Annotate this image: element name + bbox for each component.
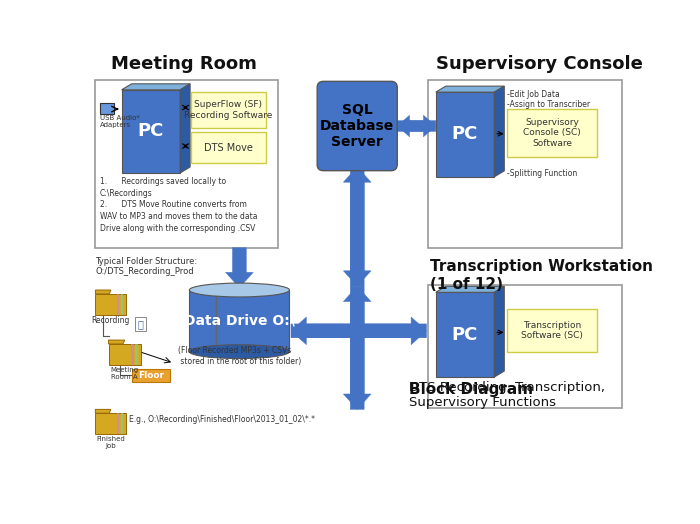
Text: Floor: Floor — [138, 371, 164, 380]
Text: USB Audio*
Adapters: USB Audio* Adapters — [100, 115, 140, 128]
Polygon shape — [122, 84, 190, 90]
Polygon shape — [135, 344, 138, 366]
Text: 1.      Recordings saved locally to
C:\Recordings
2.      DTS Move Routine conve: 1. Recordings saved locally to C:\Record… — [100, 177, 258, 233]
Ellipse shape — [189, 345, 290, 358]
Text: Meeting
Room A: Meeting Room A — [111, 367, 139, 380]
Text: Data Drive O:\: Data Drive O:\ — [184, 314, 295, 328]
Polygon shape — [344, 167, 371, 286]
Polygon shape — [95, 294, 126, 315]
Text: Recording: Recording — [92, 316, 130, 325]
FancyBboxPatch shape — [191, 92, 265, 127]
Polygon shape — [494, 86, 504, 177]
Text: SQL
Database
Server: SQL Database Server — [320, 103, 394, 149]
Polygon shape — [435, 286, 504, 292]
Polygon shape — [344, 167, 371, 286]
Polygon shape — [189, 290, 290, 352]
Text: Block Diagram: Block Diagram — [409, 382, 533, 397]
Text: PC: PC — [138, 123, 164, 140]
Text: DTS Move: DTS Move — [204, 143, 253, 152]
Polygon shape — [95, 290, 111, 294]
Polygon shape — [344, 286, 371, 409]
Text: DTS Recording, Transcription,
Supervisory Functions: DTS Recording, Transcription, Supervisor… — [409, 381, 605, 409]
Text: Transcription
Software (SC): Transcription Software (SC) — [521, 321, 583, 340]
Polygon shape — [291, 317, 426, 345]
Text: -Splitting Function: -Splitting Function — [507, 169, 577, 178]
Text: Transcription Workstation
(1 of 12): Transcription Workstation (1 of 12) — [430, 259, 652, 292]
Polygon shape — [225, 248, 253, 288]
Text: (Floor Recorded MP3s + CSVs
 stored in the root of this folder): (Floor Recorded MP3s + CSVs stored in th… — [178, 346, 301, 366]
Text: -Edit Job Data
-Assign to Transcriber: -Edit Job Data -Assign to Transcriber — [507, 90, 589, 109]
FancyBboxPatch shape — [135, 317, 146, 331]
FancyBboxPatch shape — [507, 309, 598, 352]
FancyBboxPatch shape — [507, 109, 598, 157]
Text: Typical Folder Structure:
O:/DTS_Recording_Prod: Typical Folder Structure: O:/DTS_Recordi… — [95, 257, 197, 276]
FancyBboxPatch shape — [428, 80, 622, 248]
Text: E.g., O:\Recording\Finished\Floor\2013_01_02\*.*: E.g., O:\Recording\Finished\Floor\2013_0… — [130, 414, 315, 424]
FancyBboxPatch shape — [132, 369, 170, 381]
FancyBboxPatch shape — [95, 80, 278, 248]
Polygon shape — [108, 344, 141, 366]
Polygon shape — [291, 317, 426, 345]
FancyBboxPatch shape — [100, 103, 114, 114]
Polygon shape — [131, 344, 134, 366]
Text: PC: PC — [452, 125, 478, 144]
Polygon shape — [120, 413, 123, 434]
Text: ⎙: ⎙ — [138, 319, 144, 329]
Text: Finished
Job: Finished Job — [97, 435, 125, 449]
FancyBboxPatch shape — [317, 81, 398, 171]
Polygon shape — [117, 413, 120, 434]
FancyBboxPatch shape — [428, 285, 622, 408]
Polygon shape — [120, 294, 123, 315]
Text: Supervisory
Console (SC)
Software: Supervisory Console (SC) Software — [523, 118, 581, 148]
Polygon shape — [435, 86, 504, 92]
Polygon shape — [95, 409, 111, 413]
Polygon shape — [494, 286, 504, 377]
Text: PC: PC — [452, 326, 478, 344]
Polygon shape — [398, 115, 435, 137]
Polygon shape — [117, 294, 120, 315]
Polygon shape — [398, 115, 435, 137]
FancyBboxPatch shape — [191, 132, 265, 163]
Polygon shape — [435, 92, 494, 177]
Polygon shape — [344, 286, 371, 409]
Polygon shape — [180, 84, 190, 173]
Polygon shape — [95, 413, 126, 434]
Polygon shape — [122, 90, 180, 173]
Polygon shape — [108, 340, 125, 344]
Text: Supervisory Console: Supervisory Console — [435, 55, 643, 73]
Text: SuperFlow (SF)
Recording Software: SuperFlow (SF) Recording Software — [184, 100, 272, 119]
Ellipse shape — [189, 283, 290, 297]
Text: Meeting Room: Meeting Room — [111, 55, 257, 73]
Polygon shape — [435, 292, 494, 377]
